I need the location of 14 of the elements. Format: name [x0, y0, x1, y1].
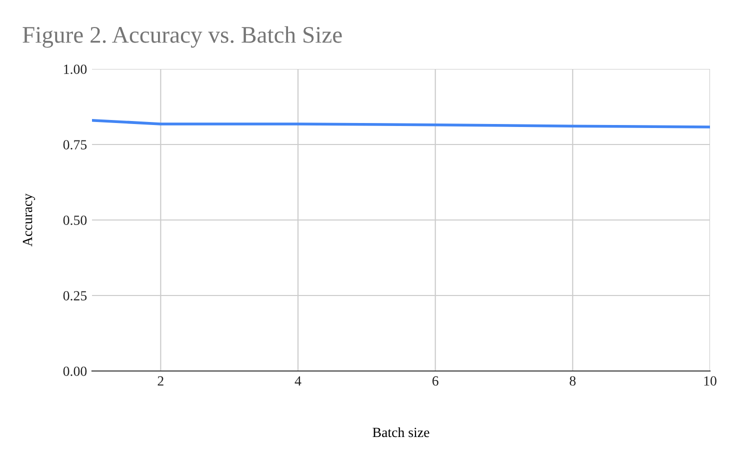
line-series [92, 118, 710, 128]
chart-title: Figure 2. Accuracy vs. Batch Size [22, 26, 342, 48]
x-tick-label: 10 [704, 376, 716, 386]
y-axis-title: Accuracy [22, 193, 36, 246]
x-tick-label: 4 [294, 376, 302, 386]
x-axis-title: Batch size [372, 427, 430, 438]
y-tick-label: 0.75 [63, 140, 87, 150]
x-tick-label: 2 [158, 376, 164, 386]
x-tick-label: 8 [570, 376, 576, 386]
y-tick-label: 0.00 [63, 366, 87, 376]
y-tick-label: 0.50 [63, 216, 87, 226]
x-tick-label: 6 [432, 376, 438, 386]
y-tick-label: 0.25 [63, 291, 87, 301]
y-tick-label: 1.00 [64, 64, 87, 74]
